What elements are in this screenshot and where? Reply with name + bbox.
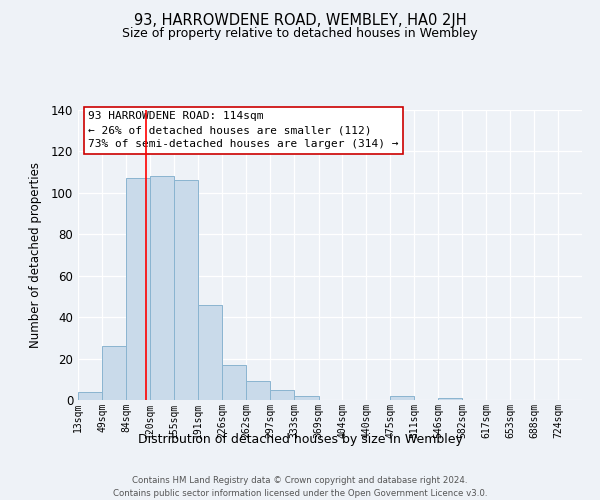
Text: Distribution of detached houses by size in Wembley: Distribution of detached houses by size … — [137, 432, 463, 446]
Bar — [126, 178, 150, 400]
Text: Contains public sector information licensed under the Open Government Licence v3: Contains public sector information licen… — [113, 489, 487, 498]
Text: 93, HARROWDENE ROAD, WEMBLEY, HA0 2JH: 93, HARROWDENE ROAD, WEMBLEY, HA0 2JH — [134, 12, 466, 28]
Bar — [150, 176, 174, 400]
Bar — [174, 180, 198, 400]
Bar — [390, 396, 415, 400]
Text: Contains HM Land Registry data © Crown copyright and database right 2024.: Contains HM Land Registry data © Crown c… — [132, 476, 468, 485]
Bar — [222, 365, 246, 400]
Bar — [78, 392, 103, 400]
Y-axis label: Number of detached properties: Number of detached properties — [29, 162, 43, 348]
Bar — [294, 396, 319, 400]
Text: Size of property relative to detached houses in Wembley: Size of property relative to detached ho… — [122, 28, 478, 40]
Bar — [246, 382, 270, 400]
Bar — [198, 304, 222, 400]
Bar — [270, 390, 294, 400]
Bar — [438, 398, 463, 400]
Text: 93 HARROWDENE ROAD: 114sqm
← 26% of detached houses are smaller (112)
73% of sem: 93 HARROWDENE ROAD: 114sqm ← 26% of deta… — [88, 112, 398, 150]
Bar — [103, 346, 126, 400]
